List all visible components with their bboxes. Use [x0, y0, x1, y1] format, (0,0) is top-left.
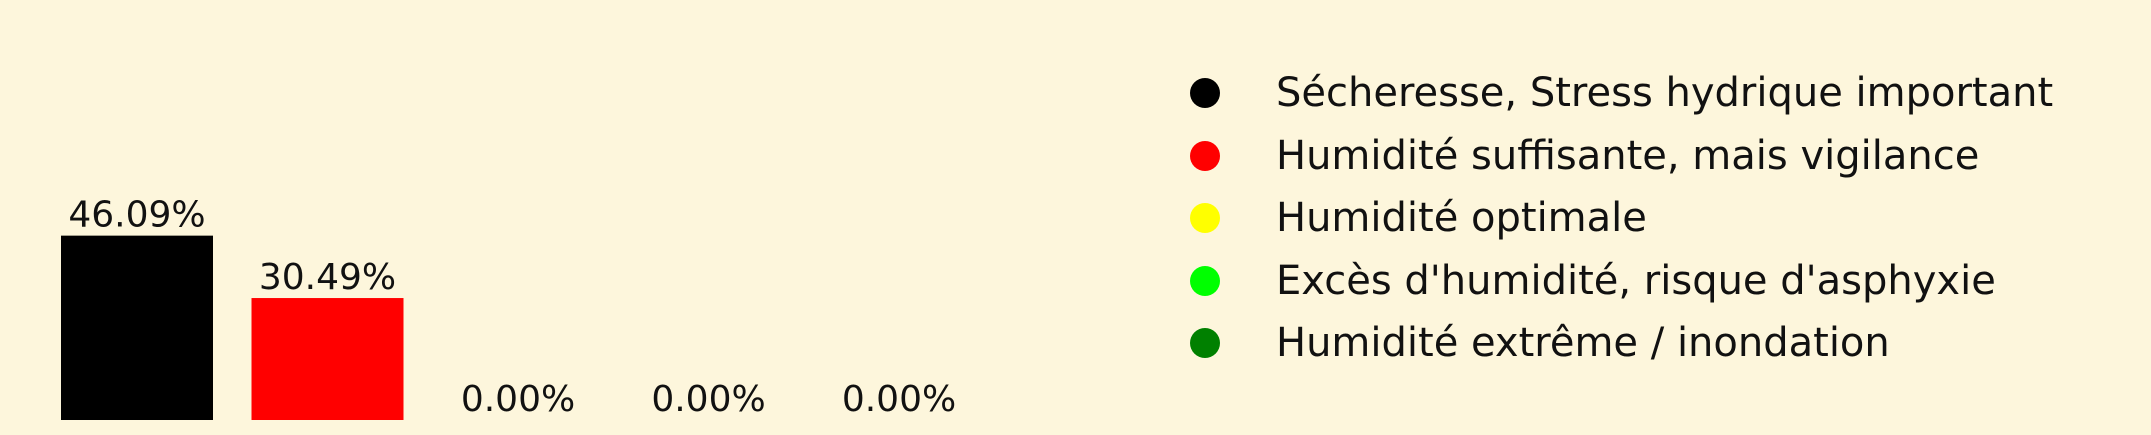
legend-marker-3	[1190, 203, 1220, 234]
legend-marker-2	[1190, 140, 1220, 171]
legend-label-5: Humidité extrême / inondation	[1276, 320, 1890, 367]
legend: Sécheresse, Stress hydrique important Hum…	[1190, 62, 2053, 375]
legend-label-4: Excès d'humidité, risque d'asphyxie	[1276, 257, 1996, 304]
legend-label-1: Sécheresse, Stress hydrique important	[1276, 70, 2054, 117]
bar-value-label-4: 0.00%	[651, 379, 765, 420]
legend-item-2: Humidité suffisante, mais vigilance	[1190, 125, 2053, 188]
legend-marker-4	[1190, 265, 1220, 296]
bar-value-label-3: 0.00%	[461, 379, 575, 420]
legend-item-4: Excès d'humidité, risque d'asphyxie	[1190, 250, 2053, 313]
bar-value-label-5: 0.00%	[842, 379, 956, 420]
legend-label-2: Humidité suffisante, mais vigilance	[1276, 132, 1980, 179]
legend-label-3: Humidité optimale	[1276, 195, 1647, 242]
legend-item-3: Humidité optimale	[1190, 187, 2053, 250]
legend-item-5: Humidité extrême / inondation	[1190, 312, 2053, 375]
legend-item-1: Sécheresse, Stress hydrique important	[1190, 62, 2053, 125]
bar-1	[61, 235, 213, 420]
bar-2	[251, 298, 404, 420]
bar-value-label-1: 46.09%	[68, 195, 205, 236]
legend-marker-5	[1190, 328, 1220, 359]
legend-marker-1	[1190, 78, 1220, 109]
bar-value-label-2: 30.49%	[259, 257, 396, 298]
